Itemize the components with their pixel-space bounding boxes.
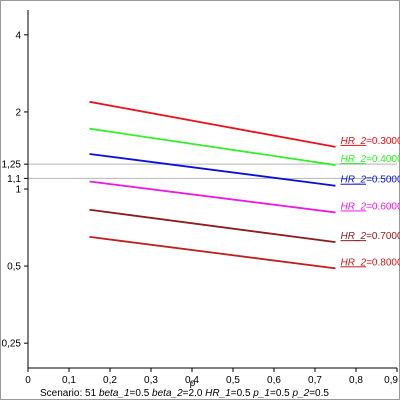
y-tick-label: 4 [15, 30, 21, 41]
x-tick-label: 0,4 [185, 375, 199, 386]
series-label-4: HR_2=0.7000 [341, 231, 400, 242]
x-tick-label: 0,3 [144, 375, 158, 386]
series-label-0: HR_2=0.3000 [341, 136, 400, 147]
series-line-2 [89, 153, 336, 187]
series-labels: HR_2=0.3000 HR_2=0.4000 HR_2=0.5000 HR_2=0.… [341, 136, 400, 268]
y-tick-label: 1 [15, 185, 21, 196]
y-tick-label: 1,1 [7, 174, 21, 185]
series-label-1: HR_2=0.4000 [341, 154, 400, 165]
y-tick-label: 2 [15, 107, 21, 118]
series-line-3 [89, 180, 336, 214]
series-lines [89, 100, 336, 270]
x-tick-label: 0,9 [384, 375, 398, 386]
x-tick-label: 0,6 [267, 375, 281, 386]
x-axis-ticks: 0 0,1 0,2 0,3 0,4 0,5 0,6 0,7 0,8 0,9 [25, 368, 398, 386]
x-tick-label: 0,1 [62, 375, 76, 386]
x-tick-label: 0,7 [308, 375, 322, 386]
y-tick-label: 0,25 [2, 339, 22, 350]
x-tick-label: 0 [25, 375, 31, 386]
series-line-4 [89, 208, 336, 244]
series-label-3: HR_2=0.6000 [341, 201, 400, 212]
caption-line: Scenario: 51 beta_1=0.5 beta_2=2.0 HR_1=… [40, 388, 329, 399]
x-tick-label: 0,5 [226, 375, 240, 386]
x-tick-label: 0,8 [349, 375, 363, 386]
series-line-5 [89, 236, 336, 270]
x-axis-label: ρ [190, 378, 196, 389]
axes [27, 10, 397, 369]
series-line-0 [89, 100, 336, 148]
y-tick-label: 1,25 [2, 160, 22, 171]
series-line-1 [89, 127, 336, 166]
y-axis-ticks: 0,25 0,5 11,1 1,25 2 4 [2, 30, 28, 350]
series-label-5: HR_2=0.8000 [341, 257, 400, 268]
series-label-2: HR_2=0.5000 [341, 175, 400, 186]
y-tick-label: 0,5 [7, 262, 21, 273]
x-tick-label: 0,2 [103, 375, 117, 386]
